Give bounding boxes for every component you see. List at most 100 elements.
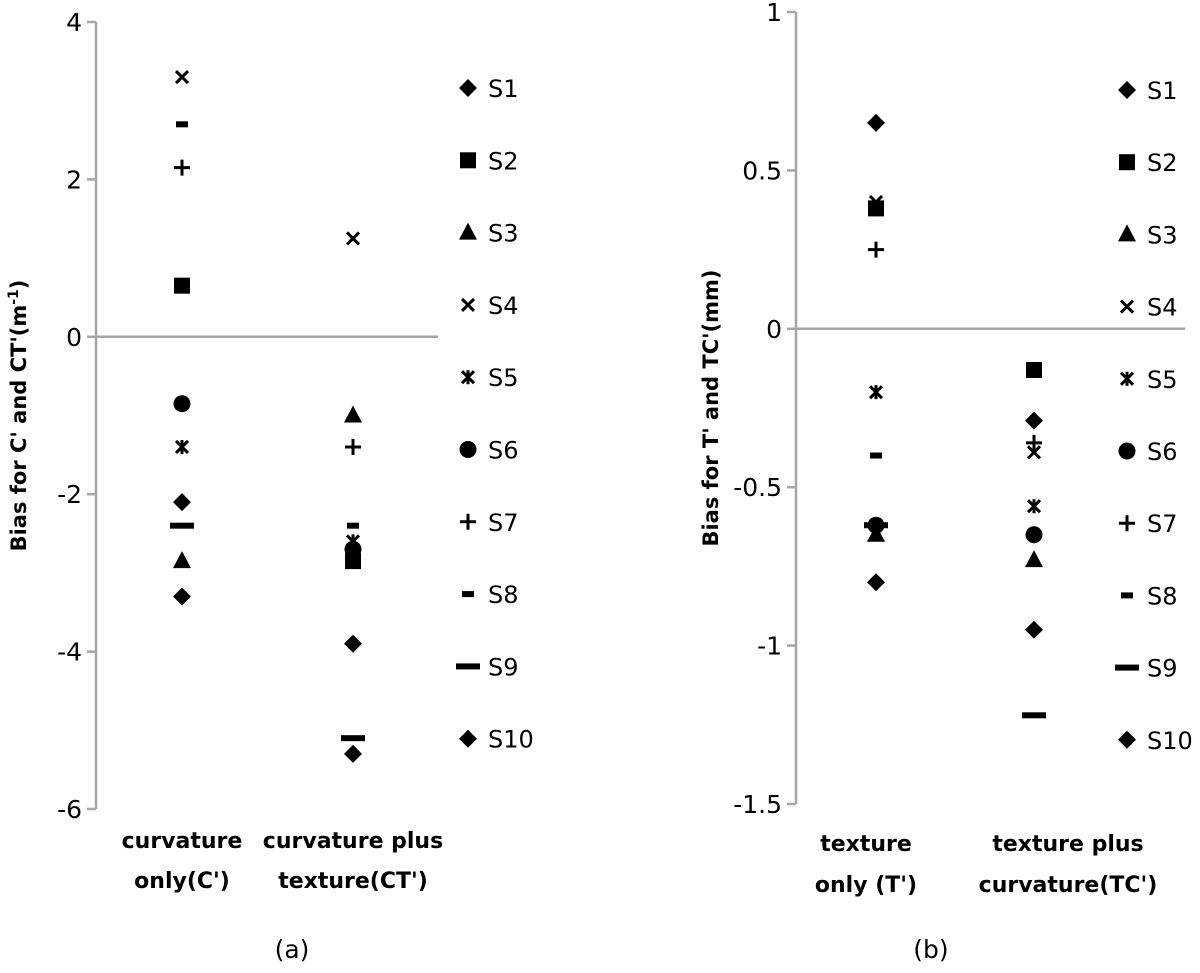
legend-label: S10 bbox=[488, 726, 534, 754]
data-point-s2 bbox=[345, 553, 361, 570]
legend-label: S4 bbox=[1147, 294, 1178, 322]
legend-marker-s7 bbox=[1119, 515, 1135, 532]
legend-label: S1 bbox=[488, 75, 519, 103]
legend-marker-s1 bbox=[1118, 81, 1136, 99]
data-point-s6 bbox=[344, 540, 362, 558]
data-point-s7 bbox=[174, 159, 190, 176]
legend-marker-s10 bbox=[1118, 730, 1136, 749]
data-point-s3 bbox=[1025, 550, 1043, 568]
legend-label: S5 bbox=[1147, 366, 1178, 394]
data-point-s10 bbox=[1025, 620, 1043, 639]
legend-label: S10 bbox=[1147, 727, 1193, 755]
y-tick-label: 1 bbox=[766, 0, 782, 27]
y-tick-label: -1.5 bbox=[733, 790, 782, 819]
legend-marker-s6 bbox=[459, 441, 477, 458]
data-point-s10 bbox=[173, 587, 191, 606]
legend-marker-s3 bbox=[459, 222, 477, 240]
y-tick-label: 0.5 bbox=[742, 156, 782, 185]
legend-label: S9 bbox=[1147, 655, 1178, 683]
legend-marker-s9 bbox=[1115, 664, 1139, 671]
y-tick-label: -2 bbox=[57, 480, 82, 509]
legend-marker-s10 bbox=[459, 729, 477, 748]
data-point-s9 bbox=[341, 735, 365, 742]
y-tick-label: -0.5 bbox=[733, 473, 782, 502]
legend-marker-s4 bbox=[460, 297, 476, 312]
legend-marker-s2 bbox=[460, 152, 476, 169]
category-label: curvature bbox=[122, 829, 243, 854]
data-point-s8 bbox=[870, 452, 882, 459]
y-tick-label: 0 bbox=[66, 323, 82, 352]
y-axis-title: Bias for T' and TC'(mm) bbox=[699, 269, 723, 546]
legend-label: S6 bbox=[488, 437, 519, 465]
legend-marker-s9 bbox=[456, 663, 480, 670]
data-point-s10 bbox=[344, 744, 362, 763]
data-point-s1 bbox=[173, 493, 191, 512]
data-point-s5 bbox=[1026, 499, 1042, 514]
category-label: texture plus bbox=[992, 832, 1143, 857]
data-point-s4 bbox=[174, 70, 190, 85]
legend-marker-s3 bbox=[1118, 224, 1136, 242]
panel-b: 1 0.5 0 -0.5 -1 -1.5 Bias for T' and TC'(mm) te… bbox=[699, 0, 1193, 964]
data-point-s6 bbox=[173, 395, 191, 413]
category-label: texture(CT') bbox=[278, 869, 428, 894]
legend-label: S7 bbox=[1147, 510, 1178, 538]
legend-label: S4 bbox=[488, 292, 519, 320]
data-point-s8 bbox=[347, 522, 359, 529]
data-point-s4 bbox=[868, 195, 884, 210]
legend-marker-s5 bbox=[460, 370, 476, 385]
data-point-s1 bbox=[867, 113, 885, 132]
y-tick-label: -1 bbox=[757, 632, 782, 661]
legend-label: S8 bbox=[488, 581, 519, 609]
legend-marker-s6 bbox=[1118, 442, 1136, 460]
category-label: only(C') bbox=[134, 869, 230, 894]
data-point-s10 bbox=[867, 573, 885, 592]
category-label: only (T') bbox=[815, 873, 917, 898]
legend-label: S7 bbox=[488, 509, 519, 537]
legend-marker-s8 bbox=[462, 591, 474, 598]
y-tick-label: -6 bbox=[57, 795, 82, 824]
data-point-s7 bbox=[345, 438, 361, 455]
legend-label: S6 bbox=[1147, 438, 1178, 466]
data-point-s7 bbox=[868, 241, 884, 258]
data-point-s1 bbox=[344, 634, 362, 653]
legend-label: S8 bbox=[1147, 582, 1178, 610]
category-label: curvature plus bbox=[263, 829, 443, 854]
data-point-s2 bbox=[1026, 361, 1042, 378]
y-tick-label: 0 bbox=[766, 315, 782, 344]
data-point-s9 bbox=[1022, 712, 1046, 719]
data-point-s5 bbox=[174, 439, 190, 455]
data-point-s2 bbox=[174, 277, 190, 294]
category-label: curvature(TC') bbox=[979, 873, 1158, 898]
y-tick-label: 4 bbox=[66, 8, 82, 37]
data-point-s9 bbox=[170, 522, 194, 529]
legend-label: S1 bbox=[1147, 77, 1178, 105]
y-tick-label: 2 bbox=[66, 165, 82, 194]
data-point-s5 bbox=[868, 385, 884, 400]
panel-a: 4 2 0 -2 -4 -6 Bias for C' and CT'(m-1) curvatu… bbox=[6, 8, 534, 964]
legend-label: S3 bbox=[1147, 221, 1178, 249]
data-point-s4 bbox=[1026, 445, 1042, 460]
data-point-s4 bbox=[345, 231, 361, 246]
legend-marker-s4 bbox=[1119, 299, 1135, 314]
data-point-s1 bbox=[1025, 411, 1043, 430]
legend-marker-s7 bbox=[460, 513, 476, 530]
data-point-s7 bbox=[1026, 434, 1042, 451]
panel-label: (b) bbox=[913, 935, 948, 964]
data-point-s8 bbox=[176, 121, 188, 128]
legend-marker-s2 bbox=[1119, 154, 1135, 171]
legend-label: S5 bbox=[488, 364, 519, 392]
category-label: texture bbox=[820, 832, 912, 857]
y-axis-title: Bias for C' and CT'(m-1) bbox=[6, 280, 31, 552]
legend-label: S9 bbox=[488, 653, 519, 681]
legend-marker-s1 bbox=[459, 79, 477, 97]
legend-marker-s8 bbox=[1121, 592, 1133, 599]
data-point-s3 bbox=[344, 405, 362, 423]
data-point-s3 bbox=[173, 551, 191, 569]
legend-label: S2 bbox=[488, 147, 519, 175]
y-tick-label: -4 bbox=[57, 638, 82, 667]
legend-marker-s5 bbox=[1119, 371, 1135, 386]
legend-label: S3 bbox=[488, 220, 519, 248]
panel-label: (a) bbox=[275, 935, 310, 964]
data-point-s9 bbox=[864, 522, 888, 529]
